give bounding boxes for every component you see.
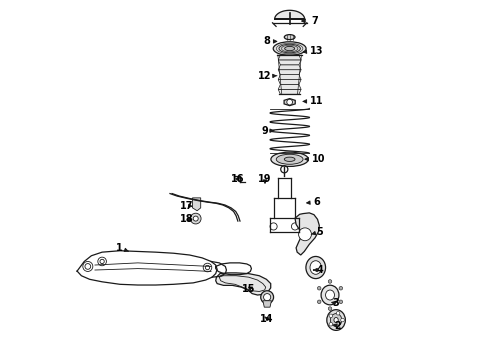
- Text: 16: 16: [231, 174, 245, 184]
- Text: 7: 7: [302, 16, 318, 26]
- Text: 12: 12: [258, 71, 277, 81]
- Polygon shape: [284, 99, 295, 106]
- Ellipse shape: [321, 285, 339, 305]
- Polygon shape: [263, 301, 271, 307]
- Ellipse shape: [273, 42, 306, 55]
- Text: 1: 1: [116, 243, 128, 253]
- Polygon shape: [278, 65, 301, 70]
- Text: 19: 19: [258, 174, 272, 184]
- Circle shape: [298, 228, 312, 241]
- Circle shape: [336, 325, 340, 329]
- Polygon shape: [278, 75, 301, 80]
- Text: 6: 6: [307, 197, 320, 207]
- Polygon shape: [278, 70, 301, 75]
- Text: 8: 8: [263, 36, 277, 46]
- Text: 2: 2: [334, 321, 341, 331]
- Polygon shape: [216, 273, 270, 295]
- Ellipse shape: [330, 314, 342, 327]
- Circle shape: [261, 291, 273, 303]
- Circle shape: [341, 318, 344, 322]
- Polygon shape: [278, 80, 301, 85]
- Circle shape: [205, 265, 210, 270]
- Text: 11: 11: [303, 96, 323, 107]
- Text: 17: 17: [180, 201, 194, 211]
- Text: 5: 5: [311, 227, 323, 237]
- Circle shape: [318, 300, 321, 303]
- Polygon shape: [278, 60, 301, 65]
- Ellipse shape: [310, 261, 321, 274]
- Text: 4: 4: [314, 265, 323, 275]
- Circle shape: [329, 323, 333, 326]
- Ellipse shape: [327, 310, 345, 330]
- Polygon shape: [193, 198, 201, 211]
- Polygon shape: [278, 85, 301, 89]
- Ellipse shape: [334, 318, 338, 323]
- Text: 3: 3: [332, 298, 340, 308]
- Circle shape: [328, 280, 332, 283]
- Circle shape: [318, 287, 321, 290]
- Circle shape: [339, 300, 343, 303]
- Ellipse shape: [285, 46, 294, 51]
- Ellipse shape: [276, 154, 303, 164]
- Text: 10: 10: [305, 154, 325, 163]
- Polygon shape: [295, 213, 319, 255]
- Polygon shape: [275, 10, 305, 19]
- Ellipse shape: [325, 290, 335, 300]
- Text: 9: 9: [261, 126, 274, 136]
- Text: 18: 18: [180, 214, 194, 224]
- Circle shape: [329, 314, 333, 318]
- Circle shape: [85, 264, 91, 269]
- Polygon shape: [278, 89, 301, 94]
- Circle shape: [339, 287, 343, 290]
- Circle shape: [193, 216, 198, 221]
- Circle shape: [264, 294, 270, 301]
- Circle shape: [328, 307, 332, 310]
- Text: 13: 13: [303, 46, 323, 56]
- Circle shape: [100, 259, 104, 264]
- Polygon shape: [278, 55, 301, 60]
- Ellipse shape: [271, 152, 308, 166]
- Text: 15: 15: [242, 284, 255, 294]
- Ellipse shape: [284, 35, 295, 40]
- Ellipse shape: [284, 157, 295, 161]
- Circle shape: [190, 213, 201, 224]
- Ellipse shape: [306, 256, 325, 279]
- Text: 14: 14: [260, 314, 274, 324]
- Circle shape: [287, 99, 293, 105]
- Circle shape: [336, 311, 340, 315]
- Ellipse shape: [279, 44, 300, 53]
